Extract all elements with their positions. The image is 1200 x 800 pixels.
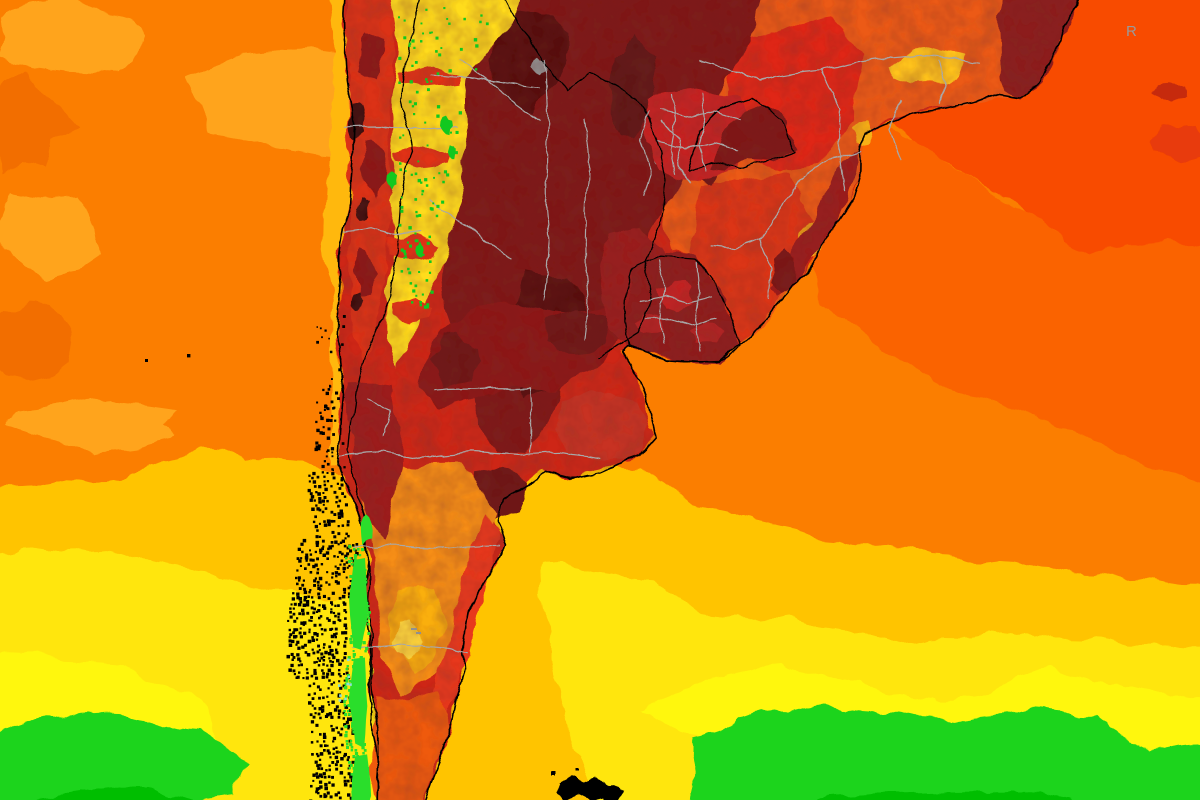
svg-text:R: R — [1126, 23, 1137, 40]
